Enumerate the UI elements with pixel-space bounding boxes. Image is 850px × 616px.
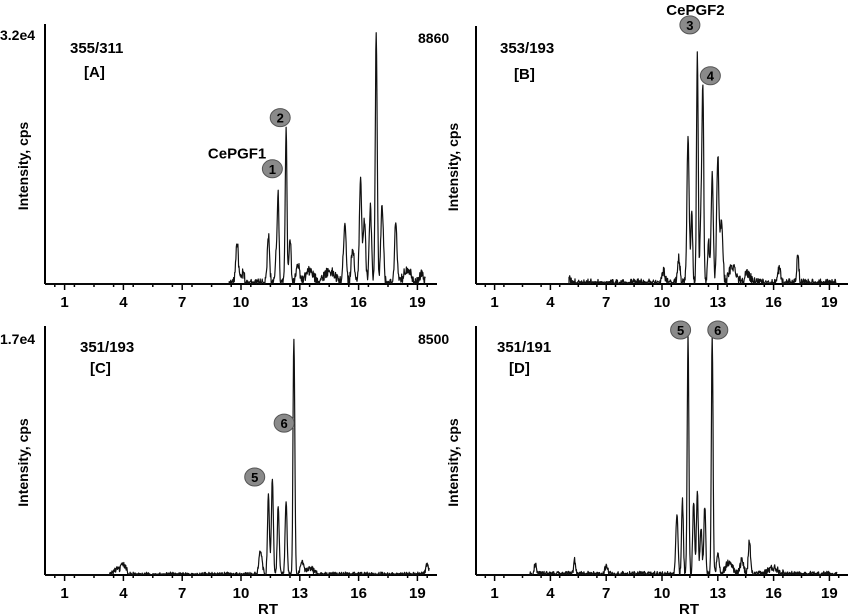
chromatogram-trace — [45, 338, 430, 576]
x-tick-label: 7 — [178, 585, 186, 602]
panel-label: [A] — [84, 64, 105, 81]
x-tick-label: 4 — [119, 585, 128, 602]
x-axis-label: RT — [679, 601, 699, 616]
peak-marker-number: 3 — [686, 18, 693, 33]
panel-A: 1 4 7 10 13 16 19 3.2e4 Intensity, cps 355/311 [A]… — [0, 24, 437, 311]
x-tick-label: 1 — [60, 294, 68, 311]
x-tick-label: 13 — [291, 294, 308, 311]
x-tick-label: 10 — [233, 585, 250, 602]
x-tick-label: 7 — [602, 294, 610, 311]
peak-marker-number: 6 — [281, 416, 288, 431]
x-tick-label: 19 — [821, 585, 838, 602]
ion-transition-label: 355/311 — [70, 40, 123, 57]
x-tick-label: 10 — [233, 294, 250, 311]
chromatogram-trace — [476, 334, 838, 576]
ion-transition-label: 351/191 — [497, 339, 551, 356]
compound-label: CePGF1 — [208, 146, 266, 163]
y-axis-label: Intensity, cps — [445, 418, 461, 507]
x-tick-label: 1 — [490, 585, 498, 602]
peak-marker — [244, 467, 266, 487]
peak-marker — [670, 320, 692, 340]
x-tick-label: 19 — [409, 585, 426, 602]
x-tick-label: 19 — [821, 294, 838, 311]
x-tick-label: 4 — [546, 585, 555, 602]
x-tick-label: 16 — [350, 294, 367, 311]
x-tick-label: 1 — [490, 294, 498, 311]
peak-marker-number: 5 — [677, 323, 684, 338]
panel-C: 1 4 7 10 13 16 19 1.7e4 Intensity, cps RT 351/193 [… — [0, 326, 437, 616]
compound-label: CePGF2 — [666, 2, 724, 19]
peak-marker-number: 4 — [707, 69, 715, 84]
y-max-label: 3.2e4 — [0, 27, 35, 43]
x-tick-label: 7 — [178, 294, 186, 311]
x-tick-label: 4 — [119, 294, 128, 311]
y-max-label: 8860 — [418, 30, 449, 46]
panel-D: 1 4 7 10 13 16 19 8500 Intensity, cps RT 351/191 [D… — [418, 320, 848, 616]
peak-marker — [261, 159, 283, 179]
y-axis-label: Intensity, cps — [15, 418, 31, 507]
panel-label: [B] — [514, 66, 535, 83]
peak-marker — [699, 66, 721, 86]
x-axis-label: RT — [258, 601, 278, 616]
x-tick-label: 4 — [546, 294, 555, 311]
y-axis-label: Intensity, cps — [445, 123, 461, 212]
y-axis-label: Intensity, cps — [15, 122, 31, 211]
chromatogram-trace — [45, 32, 426, 285]
peak-marker-number: 2 — [277, 111, 284, 126]
peak-marker-number: 6 — [714, 323, 721, 338]
peak-marker-number: 5 — [251, 470, 258, 485]
ion-transition-label: 351/193 — [80, 339, 134, 356]
x-tick-label: 16 — [350, 585, 367, 602]
x-tick-label: 7 — [602, 585, 610, 602]
x-tick-label: 10 — [654, 294, 671, 311]
panel-label: [D] — [509, 360, 530, 377]
peak-marker — [679, 15, 701, 35]
x-tick-label: 19 — [409, 294, 426, 311]
panel-B: 1 4 7 10 13 16 19 8860 Intensity, cps 353/193 [B] C… — [418, 2, 848, 311]
x-tick-label: 13 — [709, 294, 726, 311]
x-tick-label: 1 — [60, 585, 68, 602]
x-tick-label: 13 — [709, 585, 726, 602]
ion-transition-label: 353/193 — [500, 40, 554, 57]
x-tick-label: 10 — [654, 585, 671, 602]
peak-marker-number: 1 — [269, 162, 276, 177]
peak-marker — [707, 320, 729, 340]
peak-marker — [269, 108, 291, 128]
x-tick-label: 16 — [765, 294, 782, 311]
peak-marker — [273, 413, 295, 433]
y-max-label: 8500 — [418, 331, 449, 347]
x-tick-label: 16 — [765, 585, 782, 602]
panel-label: [C] — [90, 360, 111, 377]
chromatogram-trace — [476, 51, 838, 285]
y-max-label: 1.7e4 — [0, 331, 35, 347]
x-tick-label: 13 — [291, 585, 308, 602]
